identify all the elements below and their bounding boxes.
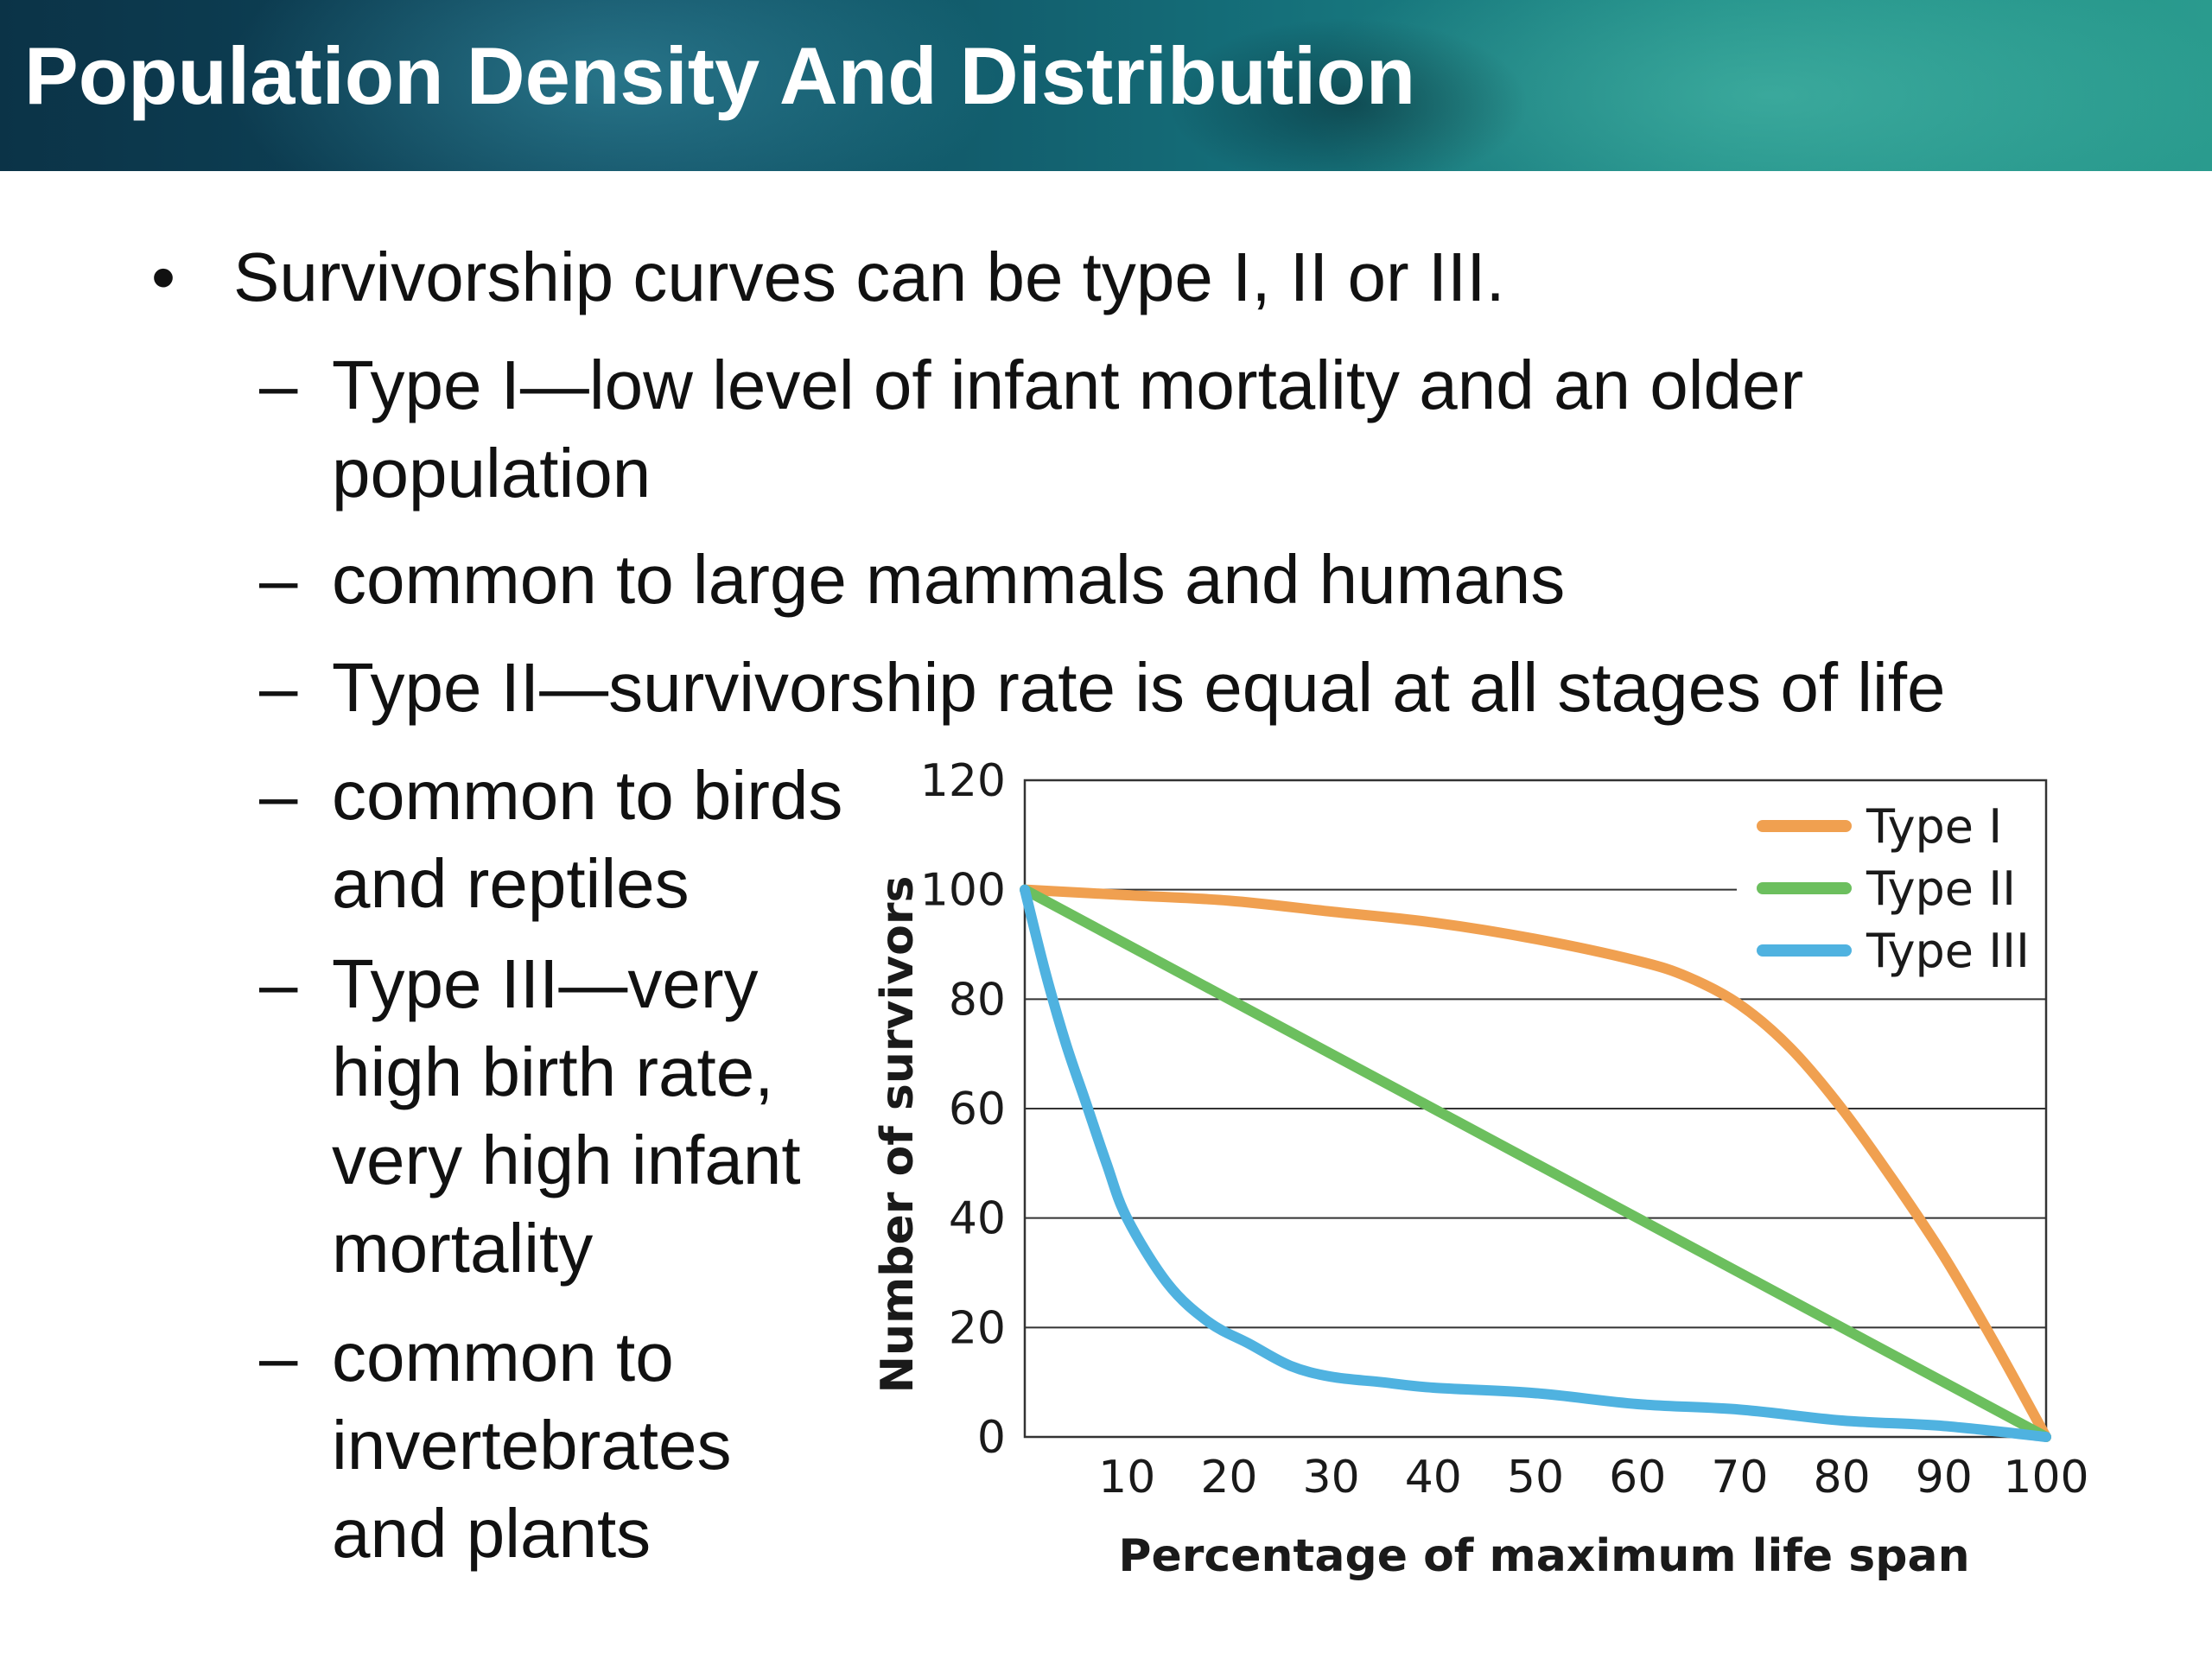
x-tick-label: 20 [1200, 1452, 1257, 1503]
x-tick-label: 90 [1916, 1452, 1973, 1503]
series-line-type-i [1020, 884, 2051, 1442]
main-bullet: • Survivorship curves can be type I, II … [0, 233, 2212, 328]
y-tick-label: 100 [920, 865, 1006, 917]
y-tick-label: 120 [920, 755, 1006, 807]
x-tick-label: 10 [1098, 1452, 1155, 1503]
x-tick-label: 40 [1405, 1452, 1462, 1503]
y-tick-label: 40 [949, 1193, 1006, 1245]
bullet-dot: • [151, 238, 176, 315]
header-banner: Population Density And Distribution [0, 0, 2212, 171]
header-decoration [1166, 17, 1529, 171]
sub-bullet-text: Type II—survivorship rate is equal at al… [332, 649, 1946, 726]
dash-marker: – [259, 945, 298, 1022]
x-tick-label: 80 [1814, 1452, 1871, 1503]
series-line-type-iii [1020, 884, 2051, 1442]
header-decoration [225, 0, 1002, 171]
x-axis-title: Percentage of maximum life span [1118, 1530, 1969, 1582]
x-tick-label: 70 [1711, 1452, 1768, 1503]
sub-bullet-text: common to birds and reptiles [332, 757, 843, 922]
x-tick-label: 100 [2003, 1452, 2088, 1503]
y-tick-label: 60 [949, 1084, 1006, 1135]
sub-bullet-text: common to large mammals and humans [332, 541, 1566, 618]
x-tick-label: 30 [1303, 1452, 1360, 1503]
series-line-type-ii [1020, 884, 2051, 1442]
y-tick-label: 0 [977, 1412, 1006, 1464]
sub-bullet-text: Type I—low level of infant mortality and… [332, 346, 1804, 512]
sub-bullet-text: common to invertebrates and plants [332, 1319, 732, 1572]
dash-marker: – [259, 346, 298, 423]
legend-label-type-i: Type I [1866, 799, 2002, 854]
legend-label-type-ii: Type II [1866, 861, 2016, 916]
y-tick-label: 20 [949, 1302, 1006, 1354]
dash-marker: – [259, 649, 298, 726]
x-tick-label: 50 [1507, 1452, 1564, 1503]
main-bullet-text: Survivorship curves can be type I, II or… [233, 238, 1505, 315]
slide-title: Population Density And Distribution [24, 30, 1416, 121]
y-tick-label: 80 [949, 974, 1006, 1026]
dash-marker: – [259, 1319, 298, 1395]
dash-marker: – [259, 757, 298, 834]
y-axis-title: Number of survivors [872, 876, 924, 1394]
sub-bullet-text: Type III—very high birth rate, very high… [332, 945, 801, 1287]
dash-marker: – [259, 541, 298, 618]
legend-label-type-iii: Type III [1866, 924, 2030, 978]
x-tick-label: 60 [1609, 1452, 1666, 1503]
